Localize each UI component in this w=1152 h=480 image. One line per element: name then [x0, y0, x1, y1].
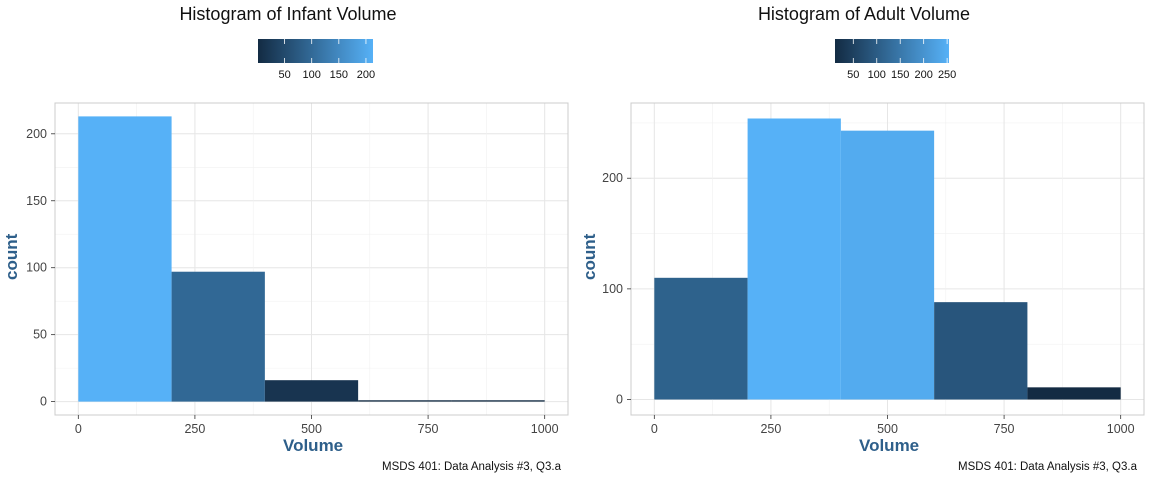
histogram-bar [451, 400, 545, 402]
y-axis-label: count [2, 233, 21, 280]
legend-tick-label: 50 [278, 69, 290, 81]
legend-colorbar [835, 39, 949, 63]
x-tick-label: 250 [184, 422, 205, 436]
y-tick-label: 50 [33, 328, 47, 342]
infant-histogram: 0 50 100 150 200 0 250 500 750 1000 50 100 150 200 [26, 39, 569, 436]
histogram-bar [78, 116, 172, 402]
legend-tick-label: 100 [303, 69, 321, 81]
legend-tick-label: 250 [938, 69, 956, 81]
chart-caption: MSDS 401: Data Analysis #3, Q3.a [958, 461, 1137, 473]
legend-tick-label: 50 [847, 69, 859, 81]
x-tick-label: 0 [75, 422, 82, 436]
histogram-bar [747, 118, 841, 400]
chart-title: Histogram of Adult Volume [757, 4, 971, 24]
histogram-bar [654, 277, 748, 400]
histogram-bar [934, 302, 1028, 400]
legend-tick-label: 200 [914, 69, 932, 81]
x-tick-label: 750 [418, 422, 439, 436]
y-tick-label: 200 [602, 171, 623, 185]
legend-tick-label: 150 [330, 69, 348, 81]
legend-tick-label: 150 [891, 69, 909, 81]
x-axis-label: Volume [859, 436, 920, 455]
x-tick-label: 750 [994, 422, 1015, 436]
x-tick-label: 0 [651, 422, 658, 436]
chart-title: Histogram of Infant Volume [179, 4, 397, 24]
x-axis-label: Volume [283, 436, 344, 455]
y-tick-label: 100 [26, 261, 47, 275]
adult-histogram: 0 100 200 0 250 500 750 1000 50 100 150 200 250 [602, 39, 1145, 436]
y-tick-label: 0 [40, 395, 47, 409]
x-tick-label: 1000 [531, 422, 559, 436]
y-tick-label: 150 [26, 194, 47, 208]
histogram-bar [171, 271, 265, 402]
x-tick-label: 500 [877, 422, 898, 436]
y-tick-label: 100 [602, 282, 623, 296]
y-axis-label: count [580, 233, 599, 280]
x-tick-label: 500 [301, 422, 322, 436]
histogram-bar [264, 380, 359, 402]
adult-chart-panel: Histogram of Adult Volume 0 100 200 0 250 500… [576, 0, 1152, 480]
color-legend: 50 100 150 200 250 [835, 39, 956, 81]
infant-chart-panel: Histogram of Infant Volume 0 50 100 150 200 0… [2, 4, 569, 473]
y-tick-label: 200 [26, 127, 47, 141]
legend-colorbar [258, 39, 373, 63]
x-tick-label: 250 [760, 422, 781, 436]
histogram-bar [358, 400, 452, 402]
chart-caption: MSDS 401: Data Analysis #3, Q3.a [382, 461, 561, 473]
legend-tick-label: 200 [357, 69, 375, 81]
y-tick-label: 0 [616, 393, 623, 407]
legend-tick-label: 100 [868, 69, 886, 81]
x-tick-label: 1000 [1107, 422, 1135, 436]
color-legend: 50 100 150 200 [258, 39, 375, 81]
histogram-bar [840, 130, 935, 400]
histogram-bar [1027, 387, 1121, 400]
